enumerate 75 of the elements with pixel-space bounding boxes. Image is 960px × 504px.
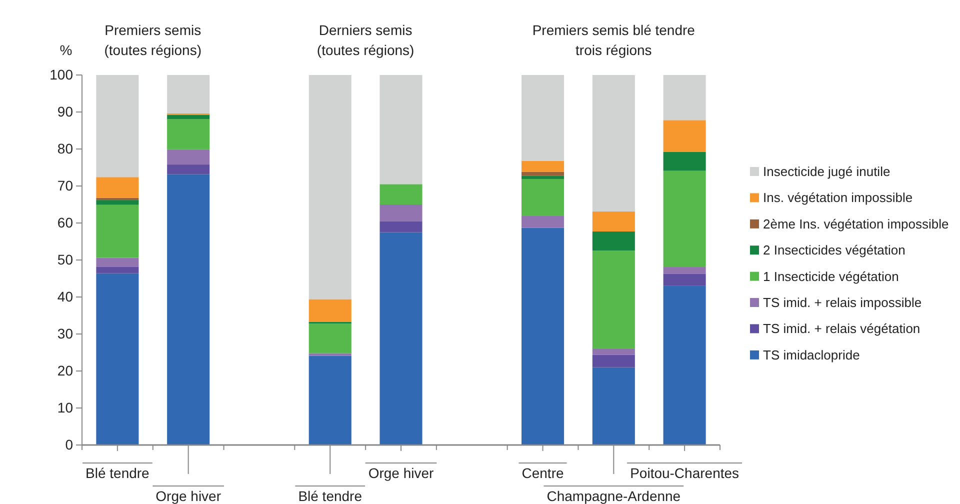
bar <box>663 170 706 268</box>
bar <box>96 258 139 267</box>
y-tick-label: 60 <box>57 214 74 230</box>
bar <box>522 172 564 176</box>
x-tick-label: Champagne-Ardenne <box>546 488 681 504</box>
legend-label: 1 Insecticide végétation <box>763 268 899 284</box>
legend-label: 2ème Ins. végétation impossible <box>763 216 949 232</box>
legend-label: 2 Insecticides végétation <box>763 242 906 258</box>
bar <box>592 212 635 232</box>
x-tick-label: Blé tendre <box>298 488 362 504</box>
bar <box>308 299 352 322</box>
bar <box>663 267 706 274</box>
bar <box>380 221 422 232</box>
x-tick-label: Orge hiver <box>368 465 434 481</box>
bar <box>522 216 564 228</box>
text: Derniers semis (toutes régions) <box>316 22 414 58</box>
bar <box>663 286 706 445</box>
bar <box>167 174 210 445</box>
bar <box>663 120 706 152</box>
bar <box>522 228 564 445</box>
bar <box>522 176 564 179</box>
bar <box>592 75 635 212</box>
bar <box>380 204 422 222</box>
text: Premiers semis (toutes régions) <box>104 22 202 58</box>
y-tick-label: 50 <box>57 251 74 268</box>
bar <box>380 184 422 204</box>
bar <box>96 266 139 274</box>
y-tick-label: 70 <box>57 177 74 194</box>
bar <box>592 232 635 251</box>
bar <box>308 75 352 300</box>
y-tick-label: 100 <box>50 66 74 82</box>
bar <box>522 178 564 216</box>
legend-label: TS imid. + relais végétation <box>763 321 920 336</box>
y-axis-title: % <box>60 42 72 58</box>
legend-label: Insecticide jugé inutile <box>763 164 890 179</box>
bar <box>663 75 706 120</box>
bar <box>167 119 210 150</box>
legend-label: TS imidaclopride <box>763 347 860 362</box>
x-tick-label: Centre <box>522 465 564 481</box>
x-tick-label: Poitou-Charentes <box>630 465 740 481</box>
bar <box>96 204 139 258</box>
bar <box>380 232 422 445</box>
bar <box>96 177 139 198</box>
bar <box>663 152 706 171</box>
bar <box>380 75 422 184</box>
text: Premiers semis blé tendre trois régions <box>532 22 696 58</box>
legend-label: TS imid. + relais impossible <box>763 295 922 310</box>
y-tick-label: 20 <box>57 362 74 378</box>
bar <box>96 198 139 200</box>
bar <box>308 356 352 445</box>
y-tick-label: 0 <box>65 436 74 452</box>
y-tick-label: 30 <box>57 325 74 342</box>
bar <box>96 75 139 178</box>
x-tick-label: Blé tendre <box>86 465 150 481</box>
bar <box>522 160 564 172</box>
bar <box>167 164 210 174</box>
bar <box>592 348 635 355</box>
bar <box>167 114 210 120</box>
bar <box>592 367 635 445</box>
bar <box>663 274 706 286</box>
bar <box>167 149 210 165</box>
bar <box>592 354 635 368</box>
y-tick-label: 90 <box>57 103 74 120</box>
y-tick-label: 80 <box>57 140 74 156</box>
bar <box>522 75 564 161</box>
bar <box>96 200 139 205</box>
x-tick-label: Orge hiver <box>156 488 222 504</box>
bar <box>167 75 210 114</box>
y-tick-label: 10 <box>57 399 74 416</box>
bar <box>308 324 352 354</box>
bar <box>96 273 139 445</box>
y-tick-label: 40 <box>57 288 74 304</box>
bar <box>308 353 352 356</box>
bar <box>592 250 635 348</box>
legend-label: Ins. végétation impossible <box>763 190 913 206</box>
